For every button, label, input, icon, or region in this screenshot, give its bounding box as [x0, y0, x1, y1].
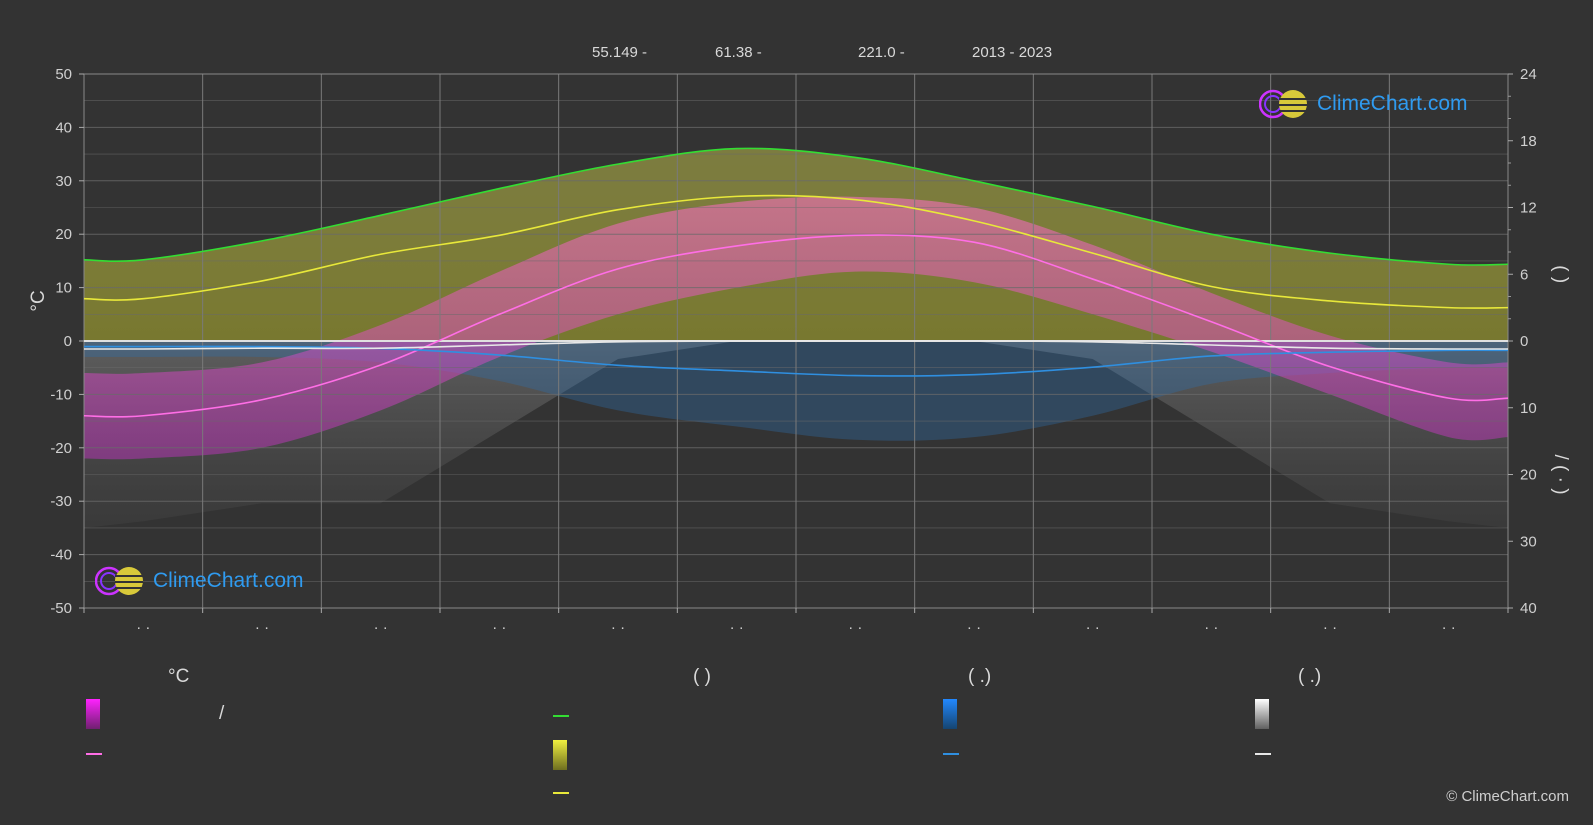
elevation-label: 221.0 - — [858, 44, 905, 61]
y-tick-label-left: 10 — [55, 280, 72, 297]
legend-precip-head: ( .) — [968, 666, 992, 687]
year-range-label: 2013 - 2023 — [972, 44, 1053, 61]
legend-sunshine-line — [553, 792, 569, 794]
sunshine-line — [83, 194, 1509, 309]
logo-text: ClimeChart.com — [153, 569, 304, 592]
y-axis-label-right-bottom: / ( · ) — [1550, 454, 1571, 494]
x-tick-label: · · — [1086, 619, 1100, 636]
x-tick-label: · · — [1204, 619, 1218, 636]
y-tick-label-right: 0 — [1520, 333, 1528, 350]
logo-top[interactable]: ClimeChart.com — [1259, 88, 1468, 120]
y-axis-label-right-top: ( ) — [1550, 265, 1571, 283]
legend-daylight-line — [553, 715, 569, 717]
legend-precip-line — [943, 753, 959, 755]
x-tick-label: · · — [374, 619, 388, 636]
y-tick-label-left: 40 — [55, 119, 72, 136]
x-tick-label: · · — [492, 619, 506, 636]
legend-sunshine-swatch — [553, 740, 567, 770]
x-tick-label: · · — [730, 619, 744, 636]
y-tick-label-left: -20 — [50, 440, 72, 457]
y-tick-label-left: 20 — [55, 226, 72, 243]
y-tick-label-left: 50 — [55, 66, 72, 83]
y-tick-label-right: 6 — [1520, 266, 1528, 283]
legend-daylight-head: ( ) — [693, 666, 711, 687]
x-tick-label: · · — [967, 619, 981, 636]
mean-temp-line — [83, 234, 1509, 418]
legend-snow-head: ( .) — [1298, 666, 1322, 687]
legend-mean-temp-line — [86, 753, 102, 755]
logo-text: ClimeChart.com — [1317, 92, 1468, 115]
y-tick-label-right: 20 — [1520, 467, 1537, 484]
legend-temp-range-swatch — [86, 699, 100, 729]
y-tick-label-right: 40 — [1520, 600, 1537, 617]
logo-bottom[interactable]: ClimeChart.com — [95, 565, 304, 597]
x-tick-label: · · — [848, 619, 862, 636]
longitude-label: 61.38 - — [715, 44, 762, 61]
legend-temperature-head: °C — [168, 666, 190, 687]
x-tick-label: · · — [611, 619, 625, 636]
y-tick-label-left: -40 — [50, 547, 72, 564]
precip-line — [83, 345, 1509, 377]
logo-globe-icon — [1259, 89, 1307, 119]
y-tick-label-left: -10 — [50, 386, 72, 403]
y-tick-label-left: 0 — [64, 333, 72, 350]
daylight-line — [83, 147, 1509, 266]
legend-snow-swatch — [1255, 699, 1269, 729]
y-tick-label-right: 24 — [1520, 66, 1537, 83]
y-tick-label-left: 30 — [55, 173, 72, 190]
y-tick-label-right: 10 — [1520, 400, 1537, 417]
y-tick-label-right: 12 — [1520, 200, 1537, 217]
legend-snow-line — [1255, 753, 1271, 755]
latitude-label: 55.149 - — [592, 44, 648, 61]
legend-precip-swatch — [943, 699, 957, 729]
x-tick-label: · · — [136, 619, 150, 636]
legend-temp-range-label: / — [219, 703, 225, 724]
y-axis-label-left: °C — [28, 290, 49, 311]
y-tick-label-left: -30 — [50, 493, 72, 510]
y-tick-label-right: 18 — [1520, 133, 1537, 150]
copyright: © ClimeChart.com — [1446, 788, 1569, 805]
y-tick-label-left: -50 — [50, 600, 72, 617]
logo-globe-icon — [95, 566, 143, 596]
snow-line — [83, 340, 1509, 350]
x-tick-label: · · — [255, 619, 269, 636]
x-tick-label: · · — [1442, 619, 1456, 636]
x-tick-label: · · — [1323, 619, 1337, 636]
y-tick-label-right: 30 — [1520, 533, 1537, 550]
